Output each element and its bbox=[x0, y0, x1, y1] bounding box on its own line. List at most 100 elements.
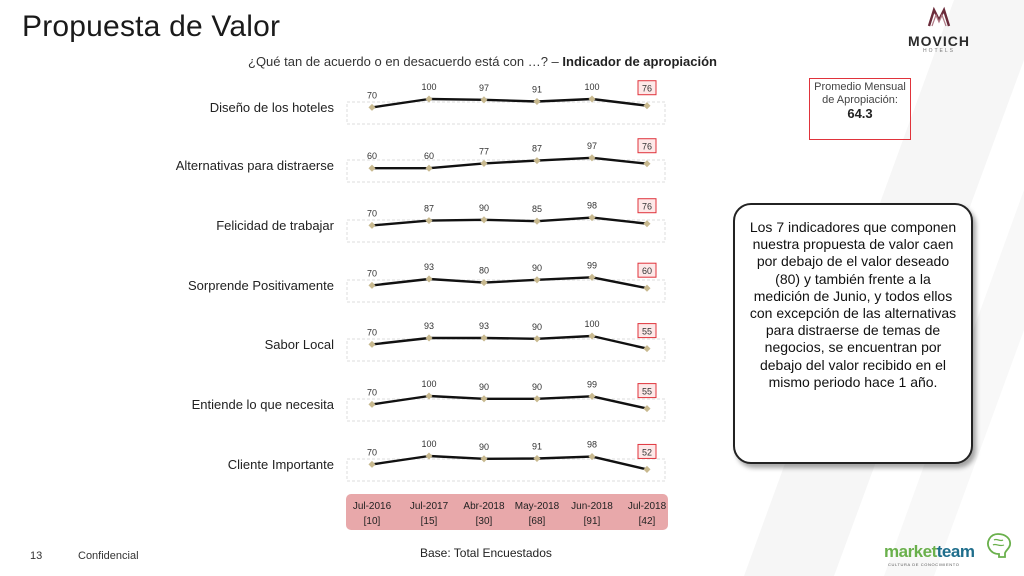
data-label: 52 bbox=[642, 447, 652, 457]
data-point bbox=[368, 460, 376, 468]
series-line bbox=[371, 276, 648, 290]
data-label: 100 bbox=[584, 319, 599, 329]
data-label: 98 bbox=[587, 201, 597, 211]
x-tick-label: Jun-2018 bbox=[571, 501, 613, 512]
x-tick-count: [30] bbox=[476, 516, 493, 527]
row-band bbox=[346, 101, 666, 125]
highlight-box bbox=[637, 443, 657, 459]
data-point bbox=[533, 276, 541, 284]
data-point bbox=[533, 97, 541, 106]
data-label: 90 bbox=[479, 382, 489, 392]
data-point bbox=[368, 340, 376, 348]
data-label: 85 bbox=[532, 204, 542, 214]
data-point bbox=[643, 345, 651, 353]
data-label: 60 bbox=[642, 266, 652, 276]
data-label: 99 bbox=[587, 379, 597, 389]
data-label: 70 bbox=[367, 268, 377, 278]
data-point bbox=[425, 334, 433, 342]
x-tick-count: [10] bbox=[364, 516, 381, 527]
data-point bbox=[480, 96, 488, 104]
data-point bbox=[368, 281, 376, 289]
x-axis: Jul-2016 [10] Jul-2017 [15] Abr-2018 [30] May-… bbox=[346, 494, 668, 530]
movich-logo-icon bbox=[927, 6, 951, 27]
data-point bbox=[588, 332, 596, 340]
brain-icon bbox=[987, 533, 1011, 558]
data-point bbox=[480, 334, 488, 342]
confidential-label: Confidencial bbox=[78, 550, 139, 562]
data-label: 80 bbox=[479, 266, 489, 276]
data-label: 90 bbox=[479, 442, 489, 452]
data-point bbox=[643, 405, 651, 413]
data-point bbox=[533, 217, 541, 225]
page-number: 13 bbox=[30, 550, 43, 562]
data-point bbox=[533, 395, 541, 403]
data-label: 55 bbox=[642, 387, 652, 397]
data-label: 90 bbox=[532, 382, 542, 392]
series-2: Felicidad de trabajar 70 87 90 85 98 76 bbox=[216, 198, 666, 243]
series-line bbox=[371, 334, 648, 350]
data-label: 93 bbox=[424, 262, 434, 272]
data-point bbox=[643, 465, 651, 473]
series-line bbox=[371, 97, 648, 109]
data-point bbox=[480, 279, 488, 287]
data-point bbox=[425, 95, 433, 103]
highlight-box bbox=[637, 198, 657, 214]
data-label: 97 bbox=[479, 83, 489, 93]
series-line bbox=[371, 454, 648, 471]
question-text: ¿Qué tan de acuerdo o en desacuerdo está… bbox=[248, 54, 559, 69]
data-label: 87 bbox=[532, 144, 542, 154]
data-label: 100 bbox=[584, 82, 599, 92]
insight-callout: Los 7 indicadores que componen nuestra p… bbox=[733, 203, 973, 464]
data-point bbox=[425, 217, 433, 225]
data-label: 70 bbox=[367, 327, 377, 337]
data-label: 76 bbox=[642, 202, 652, 212]
x-tick-label: May-2018 bbox=[515, 501, 560, 512]
series-5: Entiende lo que necesita 70 100 90 90 99 55 bbox=[192, 379, 666, 422]
page-title: Propuesta de Valor bbox=[22, 10, 281, 43]
data-point bbox=[643, 220, 651, 228]
data-point bbox=[643, 284, 651, 292]
chart-question: ¿Qué tan de acuerdo o en desacuerdo está… bbox=[248, 54, 717, 69]
data-point bbox=[533, 157, 541, 165]
x-tick-label: Jul-2016 bbox=[353, 501, 392, 512]
series-0: Diseño de los hoteles 70 100 97 91 100 76 bbox=[210, 80, 666, 125]
data-label: 100 bbox=[421, 439, 436, 449]
data-point bbox=[480, 395, 488, 403]
series-line bbox=[371, 394, 648, 410]
data-point bbox=[533, 335, 541, 343]
movich-logo: MOVICH HOTELS bbox=[894, 6, 984, 54]
highlight-box bbox=[637, 383, 657, 399]
data-point bbox=[480, 159, 488, 167]
series-1: Alternativas para distraerse 60 60 77 87 97 76 bbox=[176, 138, 666, 183]
series-6: Cliente Importante 70 100 90 91 98 52 bbox=[228, 439, 666, 482]
series-label: Felicidad de trabajar bbox=[216, 218, 334, 233]
x-tick-label: Jul-2017 bbox=[410, 501, 449, 512]
data-point bbox=[588, 95, 596, 103]
highlight-box bbox=[637, 262, 657, 278]
data-label: 91 bbox=[532, 85, 542, 95]
data-label: 70 bbox=[367, 90, 377, 100]
series-label: Entiende lo que necesita bbox=[192, 397, 335, 412]
highlight-box bbox=[637, 80, 657, 96]
data-point bbox=[425, 452, 433, 460]
data-label: 70 bbox=[367, 447, 377, 457]
data-label: 100 bbox=[421, 379, 436, 389]
data-label: 77 bbox=[479, 146, 489, 156]
series-label: Alternativas para distraerse bbox=[176, 158, 334, 173]
x-tick-label: Abr-2018 bbox=[463, 501, 505, 512]
series-3: Sorprende Positivamente 70 93 80 90 99 60 bbox=[188, 260, 666, 303]
marketteam-wordmark: marketteam bbox=[884, 542, 975, 561]
data-point bbox=[425, 275, 433, 283]
x-axis-band bbox=[346, 494, 668, 530]
promedio-label: Promedio Mensual de Apropiación: bbox=[814, 81, 906, 106]
series-label: Sabor Local bbox=[265, 337, 334, 352]
series-label: Diseño de los hoteles bbox=[210, 100, 335, 115]
brand-name: MOVICH bbox=[908, 33, 970, 49]
data-label: 93 bbox=[479, 321, 489, 331]
data-label: 97 bbox=[587, 141, 597, 151]
base-note: Base: Total Encuestados bbox=[420, 546, 552, 560]
data-label: 99 bbox=[587, 260, 597, 270]
data-point bbox=[643, 160, 651, 168]
data-label: 60 bbox=[424, 151, 434, 161]
